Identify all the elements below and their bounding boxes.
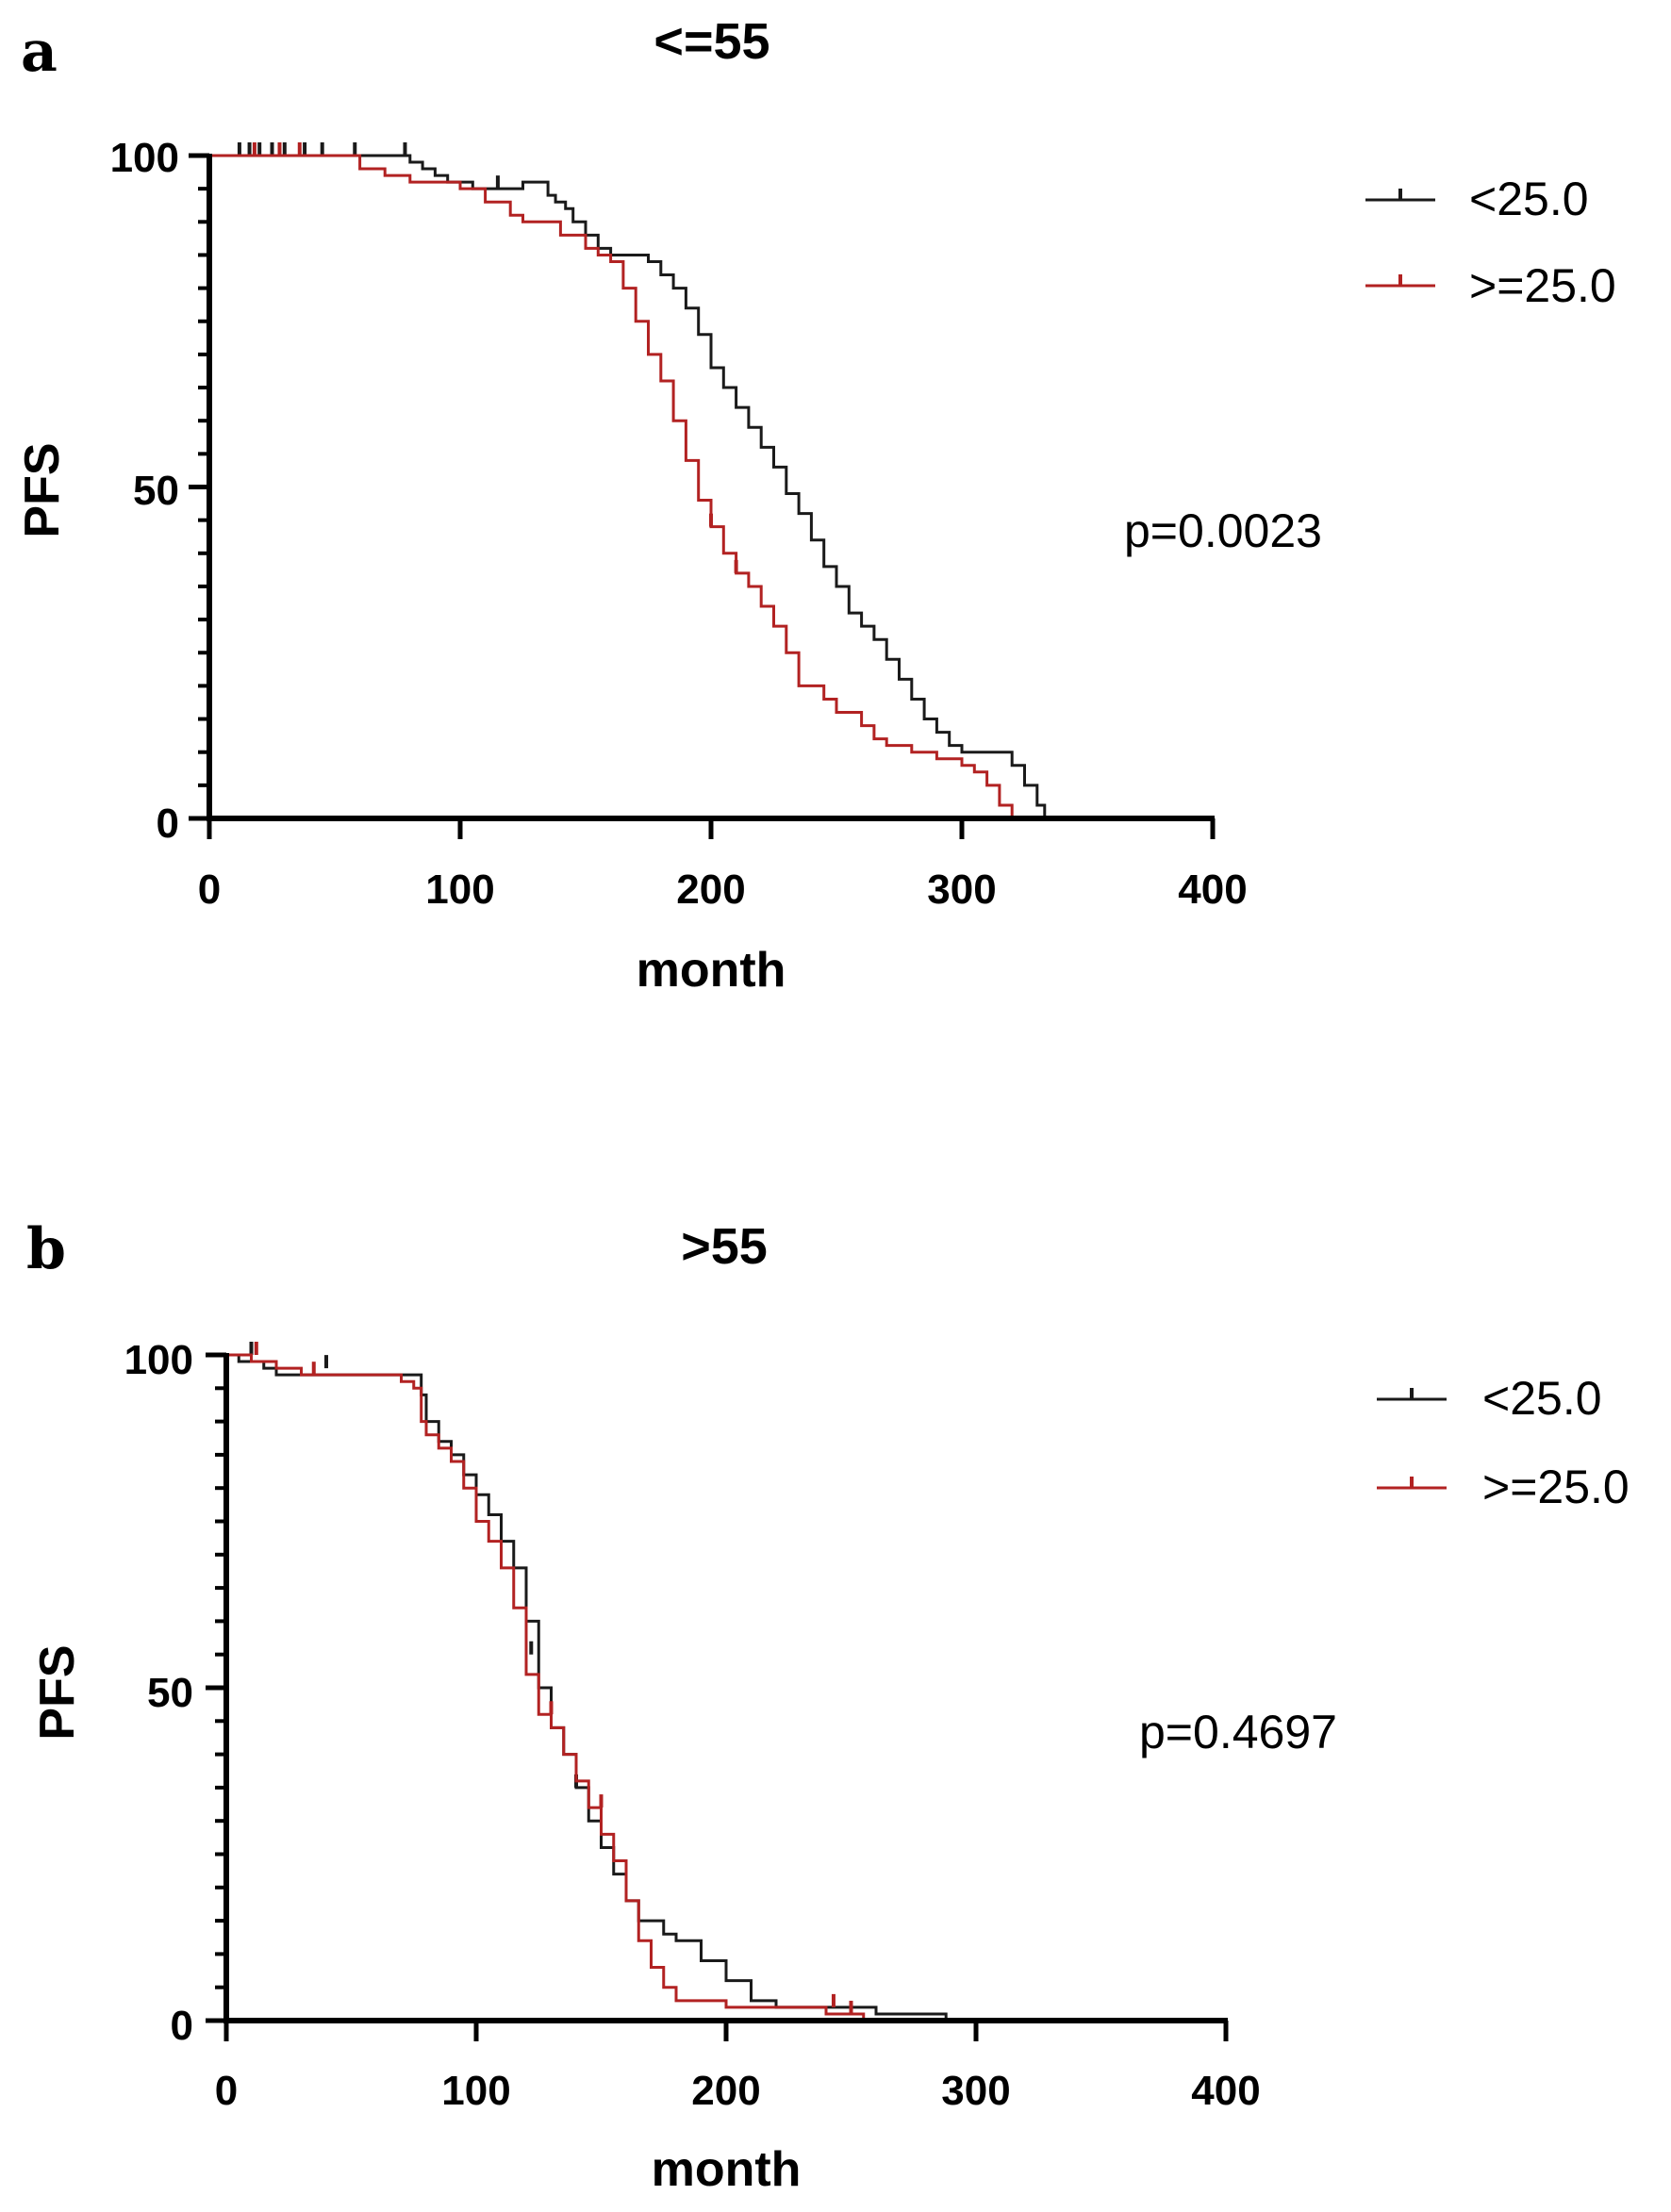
legend-label-series-2: >=25.0: [1482, 1461, 1630, 1513]
survival-curve-series-2: [209, 154, 1014, 818]
y-axis-label-b: PFS: [30, 1644, 85, 1740]
legend-a: <25.0 >=25.0: [1365, 173, 1616, 312]
survival-curve-series-1: [226, 1353, 948, 2021]
x-tick-label: 0: [215, 2068, 238, 2114]
x-tick-label: 200: [691, 2068, 760, 2114]
survival-curve-series-1: [209, 154, 1047, 818]
plot-area-b: [206, 1342, 1229, 2041]
y-tick-label: 100: [110, 135, 179, 181]
p-value-annotation-a: p=0.0023: [1124, 504, 1322, 557]
survival-curve-series-2: [226, 1353, 866, 2021]
legend-label-series-1: <25.0: [1469, 173, 1589, 225]
y-tick-label: 100: [124, 1337, 193, 1383]
x-tick-labels-b: 0 100 200 300 400: [215, 2068, 1261, 2114]
panel-b: b >55 0 100 200 300 400 0 50 100 month P…: [26, 1216, 1630, 2197]
y-tick-label: 0: [171, 2003, 193, 2049]
p-value-annotation-b: p=0.4697: [1139, 1706, 1337, 1758]
x-tick-label: 100: [425, 867, 494, 913]
y-axis-label-a: PFS: [15, 442, 70, 537]
x-tick-label: 400: [1178, 867, 1247, 913]
y-tick-labels-b: 0 50 100: [124, 1337, 193, 2049]
x-tick-label: 400: [1191, 2068, 1260, 2114]
legend-b: <25.0 >=25.0: [1377, 1372, 1630, 1513]
legend-label-series-1: <25.0: [1482, 1372, 1602, 1425]
x-tick-label: 300: [941, 2068, 1010, 2114]
x-tick-label: 300: [927, 867, 996, 913]
x-tick-label: 200: [676, 867, 745, 913]
chart-title-b: >55: [681, 1218, 768, 1275]
y-tick-labels-a: 0 50 100: [110, 135, 179, 847]
y-tick-label: 50: [133, 468, 179, 514]
x-axis-label-b: month: [652, 2142, 802, 2197]
panel-a: a <=55 0 100 200 300 400 0 50 100 month …: [15, 13, 1616, 998]
panel-label-b: b: [26, 1216, 66, 1282]
y-tick-label: 50: [147, 1670, 193, 1716]
x-tick-labels-a: 0 100 200 300 400: [198, 867, 1248, 913]
chart-title-a: <=55: [654, 13, 769, 70]
y-tick-label: 0: [157, 801, 179, 847]
plot-area-a: [189, 142, 1216, 839]
x-axis-label-a: month: [637, 943, 786, 998]
x-tick-label: 100: [441, 2068, 510, 2114]
legend-label-series-2: >=25.0: [1469, 259, 1616, 312]
panel-label-a: a: [21, 19, 58, 85]
x-tick-label: 0: [198, 867, 221, 913]
